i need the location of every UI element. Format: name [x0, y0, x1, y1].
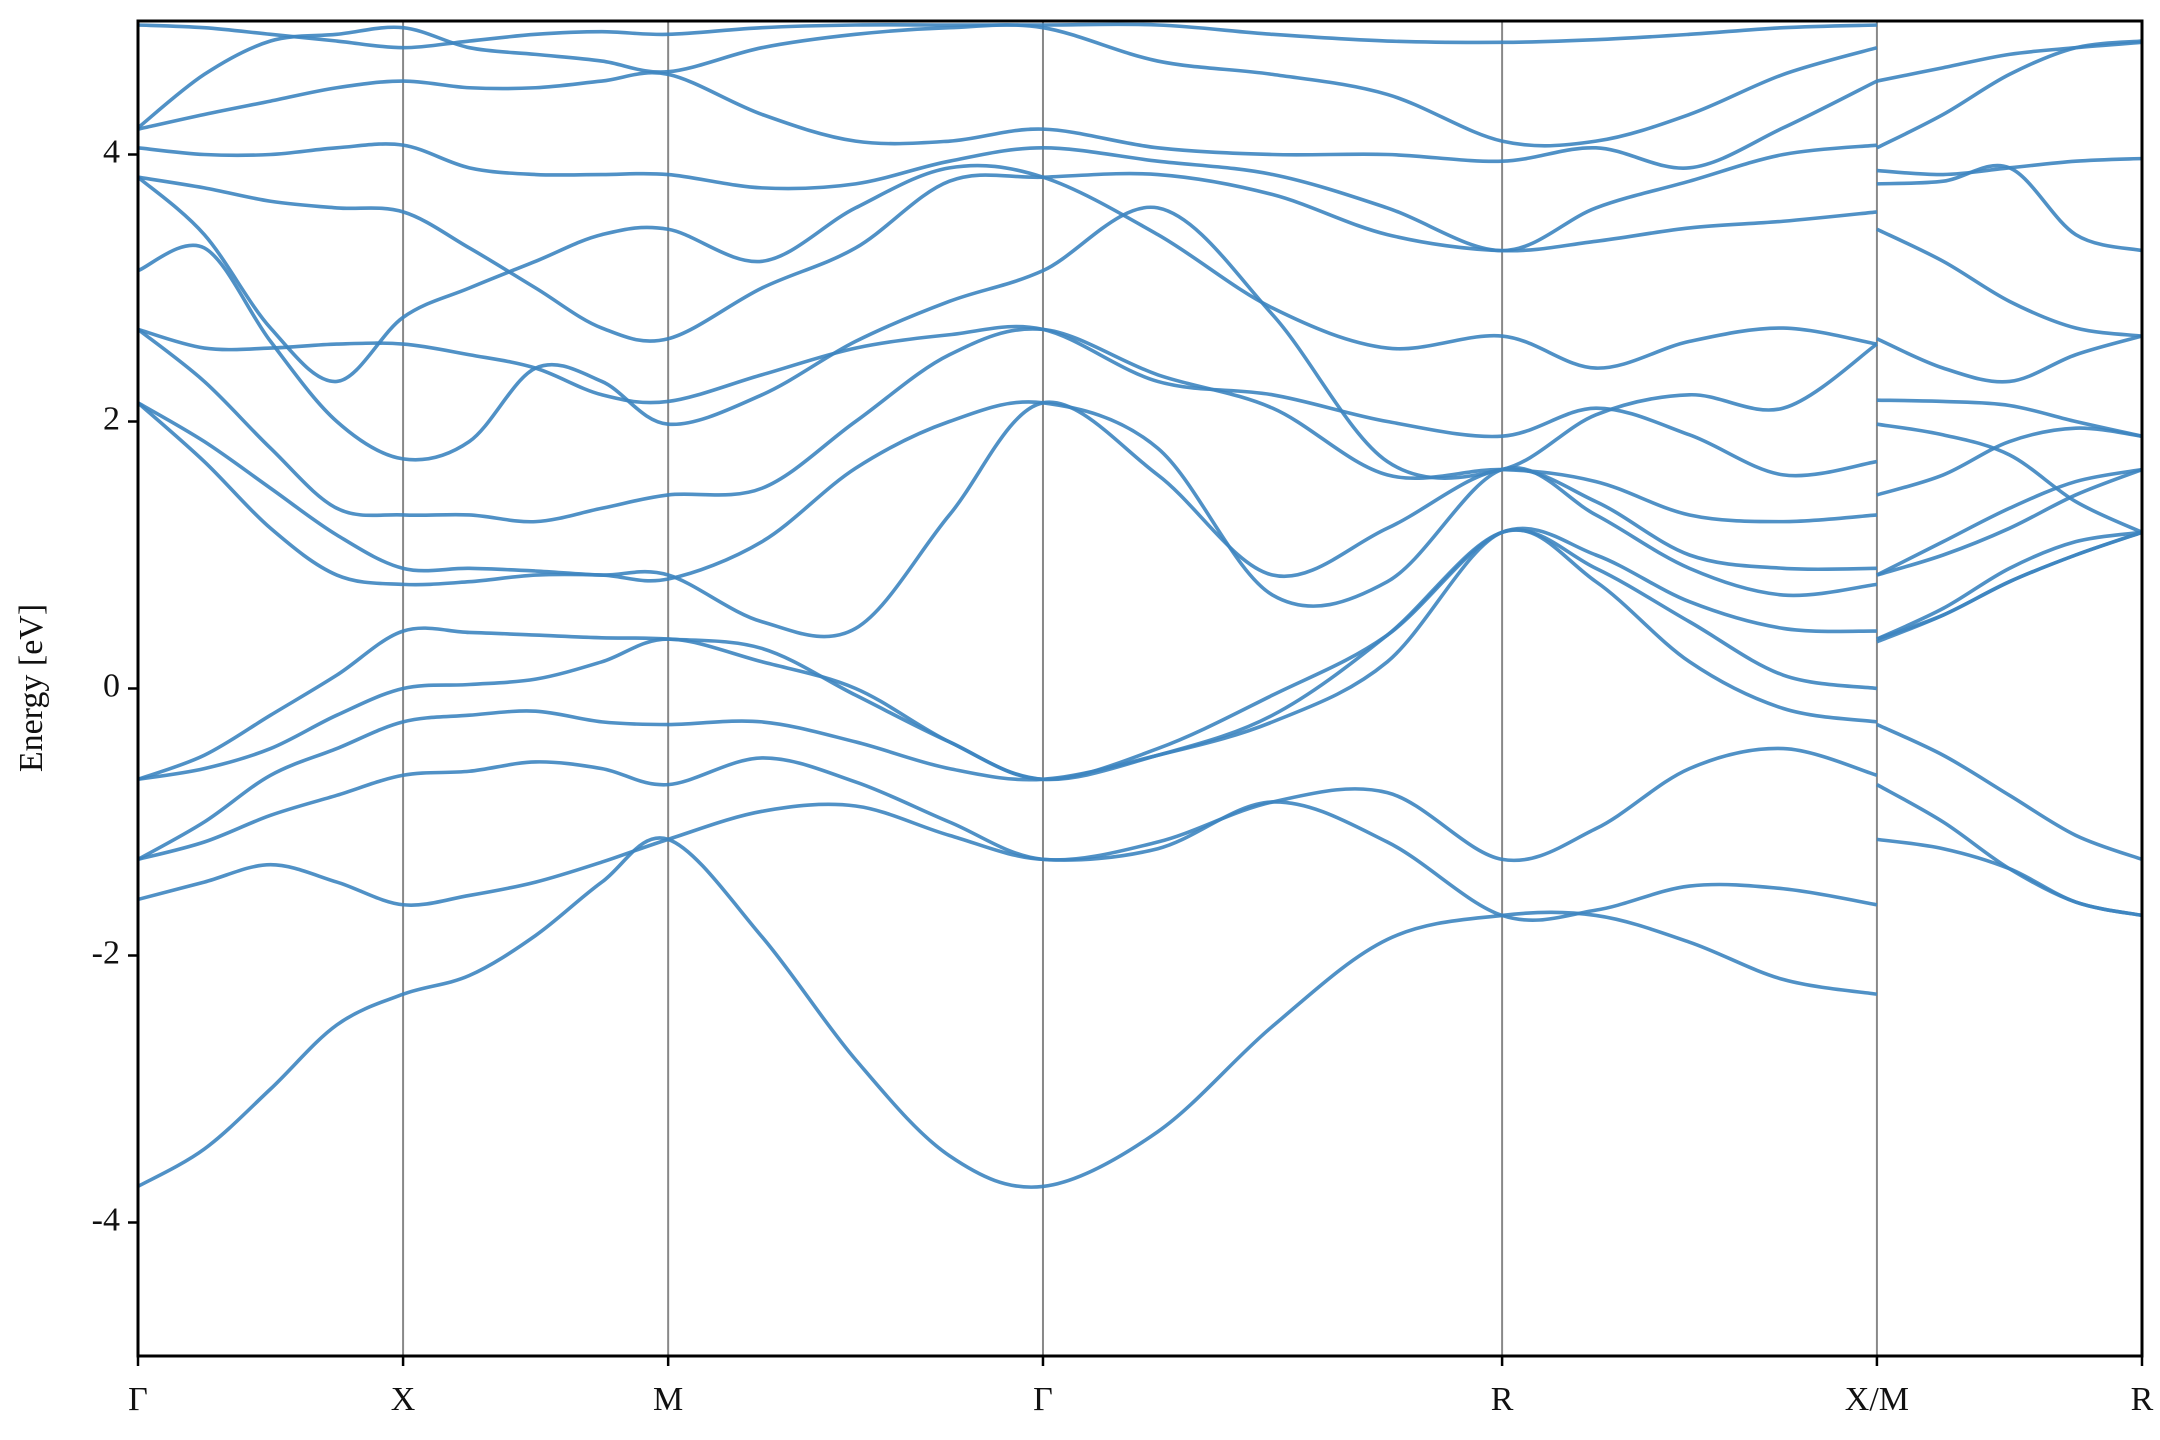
bands [138, 22, 2142, 1189]
y-tick-label: -2 [92, 934, 120, 971]
y-tick-label: 4 [103, 133, 120, 170]
x-tick-label: R [1491, 1381, 1514, 1418]
band-line [138, 400, 2142, 639]
band-line [138, 171, 2142, 343]
band-line [138, 783, 2142, 923]
y-axis-label: Energy [eV] [13, 604, 50, 772]
y-tick-label: 0 [103, 667, 120, 704]
x-tick-label: X [391, 1381, 416, 1418]
band-line [138, 836, 2142, 1189]
ticks: -4 -2 0 2 4 Γ X M Γ R X/M R [92, 133, 2154, 1418]
band-line [138, 400, 2142, 608]
band-line [138, 163, 2142, 384]
band-line [138, 327, 2142, 524]
x-tick-label: R [2131, 1381, 2154, 1418]
plot-frame [136, 19, 2144, 1358]
band-line [138, 722, 2142, 863]
y-tick-label: 2 [103, 400, 120, 437]
band-line [138, 526, 2142, 782]
band-line [138, 70, 2142, 177]
x-tick-label: Γ [128, 1381, 148, 1418]
band-line [138, 142, 2142, 253]
band-line [138, 528, 2142, 861]
band-line [138, 205, 2142, 534]
band-line [138, 324, 2142, 478]
x-tick-label: M [653, 1381, 683, 1418]
x-tick-label: X/M [1845, 1381, 1909, 1418]
y-tick-label: -4 [92, 1201, 120, 1238]
grid [137, 21, 2143, 1356]
band-line [138, 22, 2142, 83]
x-tick-label: Γ [1033, 1381, 1053, 1418]
